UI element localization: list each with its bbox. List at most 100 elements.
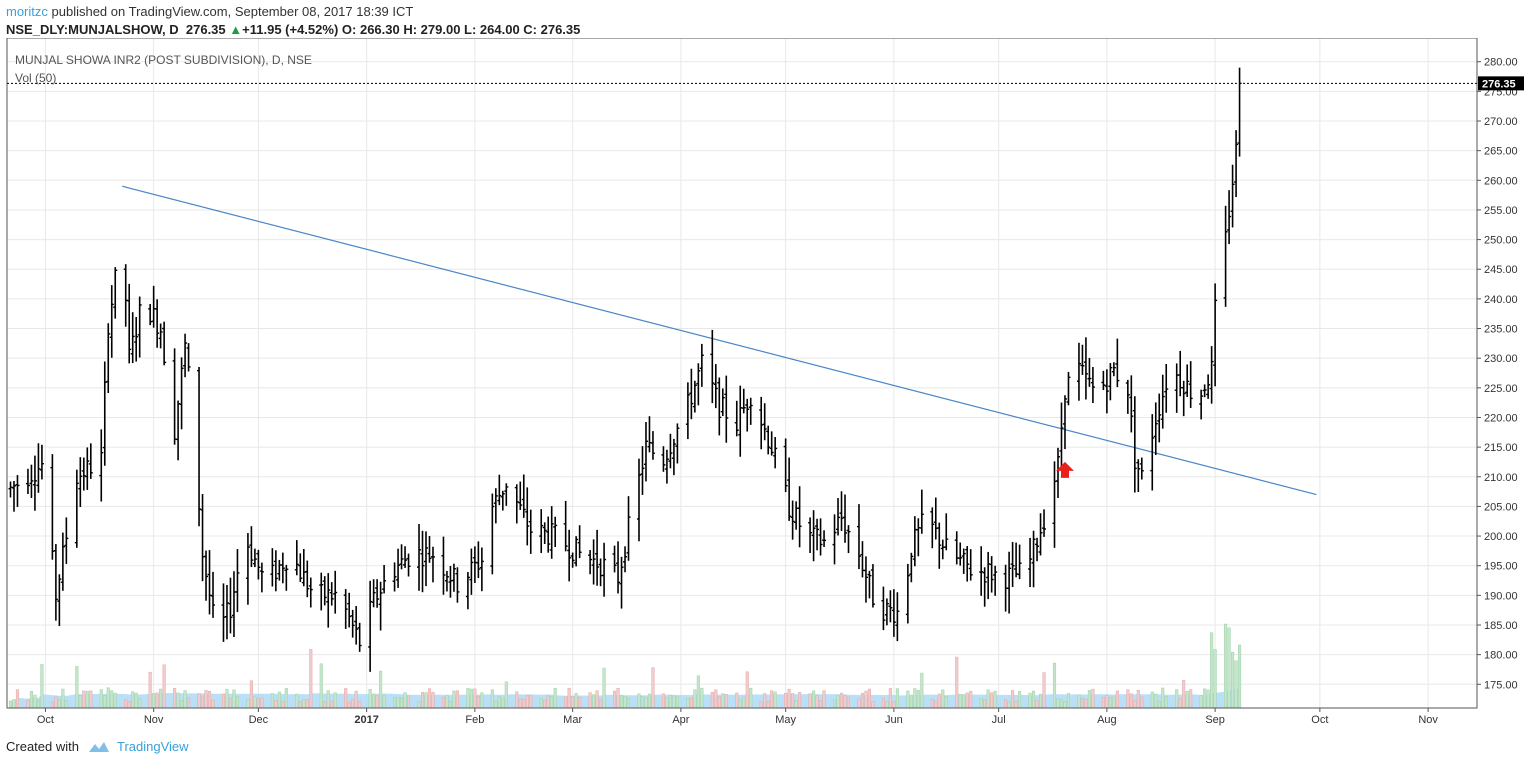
trendline[interactable]	[122, 185, 1317, 496]
ohlc-bar	[1014, 542, 1019, 578]
volume-bar	[735, 692, 739, 709]
volume-bar	[714, 689, 718, 709]
ohlc-bar	[60, 532, 65, 591]
ohlc-bar	[884, 598, 889, 626]
ohlc-bar	[1083, 337, 1088, 400]
volume-bar	[564, 696, 568, 709]
volume-bar	[906, 690, 910, 709]
ohlc-bar	[968, 549, 973, 581]
ohlc-bar	[521, 474, 526, 518]
x-tick-label: Jun	[885, 714, 903, 726]
y-tick-label: 235.00	[1484, 324, 1518, 336]
volume-bar	[382, 695, 386, 709]
volume-bar	[298, 700, 302, 709]
ohlc-bar	[1080, 344, 1085, 375]
volume-bar	[358, 701, 362, 709]
ohlc-bar	[277, 559, 282, 581]
volume-bar	[228, 697, 233, 709]
volume-bar	[1157, 701, 1161, 709]
arrow-up-icon[interactable]	[1055, 461, 1074, 478]
ohlc-bar	[32, 455, 37, 511]
volume-bar	[794, 700, 798, 709]
volume-bar	[50, 701, 54, 709]
ohlc-bar	[280, 552, 285, 584]
ohlc-bar	[106, 323, 111, 394]
ohlc-bar	[919, 489, 924, 534]
volume-bar	[466, 688, 470, 709]
ohlc-bar	[650, 431, 655, 460]
author-link[interactable]: moritzc	[6, 4, 48, 19]
ohlc-bar	[794, 501, 799, 530]
volume-bar	[1199, 695, 1203, 709]
volume-bar	[895, 688, 899, 709]
ohlc-bar	[671, 438, 676, 476]
volume-bar	[277, 691, 281, 709]
ohlc-bar	[176, 400, 181, 461]
volume-bar	[1101, 696, 1105, 709]
volume-bar	[640, 696, 645, 709]
ohlc-bar	[912, 516, 917, 567]
ohlc-bar	[504, 483, 509, 506]
ohlc-bar	[183, 333, 188, 378]
ohlc-bar	[270, 548, 275, 587]
x-tick-label: Nov	[1418, 714, 1438, 726]
volume-bar	[232, 689, 236, 709]
tradingview-link[interactable]: TradingView	[116, 739, 189, 754]
volume-bar	[599, 699, 603, 709]
ohlc-bar	[797, 486, 802, 548]
ohlc-bar	[989, 556, 994, 593]
ohlc-bar	[1111, 362, 1116, 377]
footer: Created with TradingView	[6, 739, 189, 754]
y-tick-label: 200.00	[1484, 531, 1518, 543]
ohlc-bar	[766, 425, 771, 455]
volume-bar	[15, 689, 20, 709]
axes: 175.00 180.00 185.00 190.00 195.00 200.00 205.…	[6, 38, 1524, 726]
ohlc-bar	[8, 481, 13, 498]
volume-bar	[1105, 695, 1109, 709]
ohlc-bar	[420, 530, 425, 593]
volume-bar	[110, 690, 114, 709]
ohlc-bar	[1237, 67, 1242, 157]
volume-bar	[476, 695, 480, 709]
up-arrow-icon: ▲	[229, 22, 243, 37]
price-chart[interactable]: 175.00 180.00 185.00 190.00 195.00 200.00 205.…	[0, 38, 1529, 728]
volume-bar	[881, 698, 885, 709]
volume-bar	[183, 690, 187, 709]
volume-bar	[302, 699, 306, 709]
ohlc-bar	[783, 438, 788, 493]
volume-bar	[1038, 693, 1043, 709]
ohlc-bar	[36, 443, 41, 493]
volume-bar	[1063, 701, 1067, 709]
volume-bar	[843, 695, 847, 709]
ohlc-bar	[1007, 551, 1012, 614]
ohlc-bar	[675, 423, 680, 464]
ohlc-bar	[982, 567, 987, 607]
ohlc-bars	[8, 67, 1242, 672]
volume-bar	[274, 700, 278, 709]
volume-bar	[1182, 680, 1186, 709]
x-tick-label: Mar	[563, 714, 582, 726]
volume-bar	[207, 691, 212, 709]
volume-bar	[393, 697, 397, 709]
volume-bar	[941, 689, 945, 709]
ohlc-bar	[713, 364, 718, 409]
volume-bar	[333, 692, 337, 709]
volume-bar	[270, 693, 274, 709]
volume-bar	[1126, 689, 1130, 709]
ohlc-bar	[710, 329, 715, 404]
ohlc-bar	[231, 571, 236, 637]
ohlc-bar	[958, 542, 963, 566]
ohlc-bar	[430, 546, 435, 583]
volume-bar	[515, 691, 519, 709]
price-change: +11.95 (+4.52%)	[242, 22, 339, 37]
volume-bar	[518, 698, 522, 709]
volume-bar	[490, 689, 494, 709]
ohlc-bar	[1213, 283, 1218, 387]
volume-bar	[351, 699, 355, 709]
volume-bar	[124, 699, 128, 709]
volume-bar	[738, 699, 742, 709]
ohlc-bar	[221, 583, 226, 642]
ohlc-bar	[162, 321, 167, 366]
ohlc-bar	[940, 539, 945, 560]
ohlc-bar	[357, 622, 362, 652]
